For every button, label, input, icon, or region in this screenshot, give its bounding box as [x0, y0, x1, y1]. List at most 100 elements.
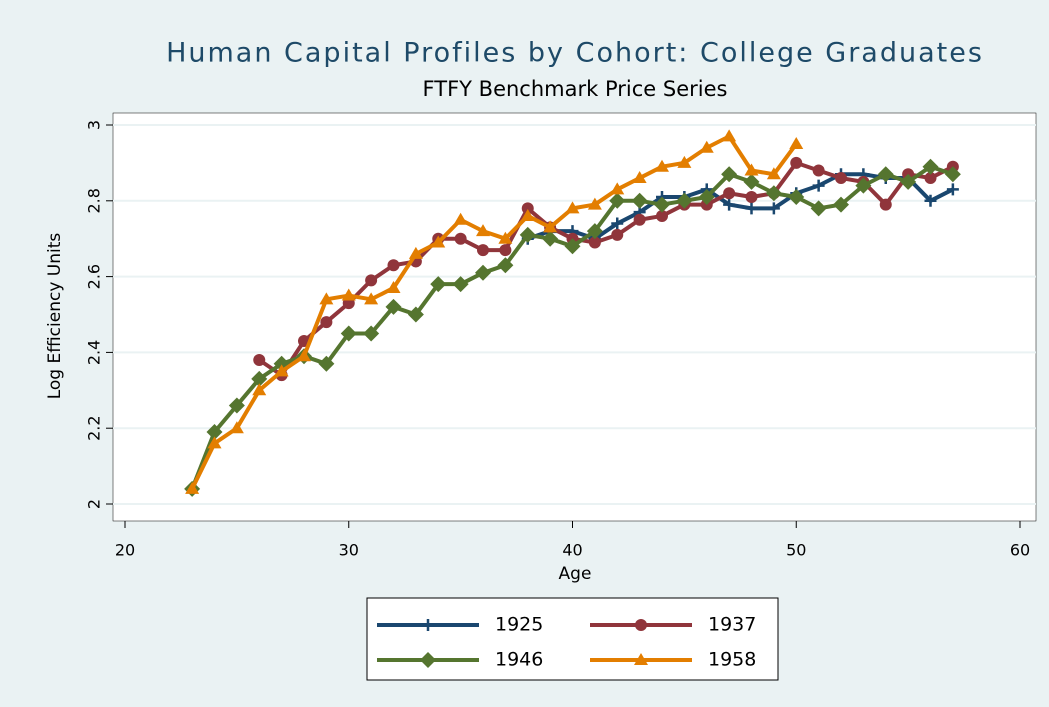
data-point	[723, 198, 736, 211]
data-point	[744, 163, 759, 176]
chart-subtitle: FTFY Benchmark Price Series	[423, 77, 728, 101]
y-tick-label: 2.2	[85, 415, 104, 440]
data-point	[631, 192, 648, 209]
data-point	[723, 187, 736, 200]
data-point	[789, 136, 804, 149]
data-point	[722, 129, 737, 142]
series-line	[190, 134, 798, 490]
legend-label: 1937	[708, 614, 756, 636]
data-point	[229, 421, 244, 434]
data-point	[745, 202, 758, 215]
data-point	[206, 423, 223, 440]
legend-marker	[422, 619, 434, 631]
data-point	[588, 236, 601, 249]
data-point	[207, 436, 222, 449]
y-tick-label: 2.8	[85, 188, 104, 213]
y-tick-label: 2.4	[85, 340, 104, 365]
data-point	[676, 192, 693, 209]
data-point	[408, 246, 423, 259]
y-tick-label: 2.6	[85, 264, 104, 289]
data-point	[387, 259, 400, 272]
data-point	[365, 274, 378, 287]
x-tick-label: 50	[786, 541, 806, 560]
data-point	[252, 383, 267, 396]
data-point	[386, 280, 401, 293]
data-point	[320, 316, 333, 329]
data-point	[564, 238, 581, 255]
legend-marker	[635, 619, 647, 631]
legend-label: 1925	[495, 614, 543, 636]
data-point	[297, 349, 311, 362]
data-point	[766, 167, 781, 180]
plot-area	[112, 112, 1037, 522]
data-point	[521, 202, 534, 215]
data-point	[654, 196, 670, 213]
legend-marker	[634, 653, 648, 665]
data-point	[765, 185, 782, 202]
data-point	[543, 220, 558, 233]
y-tick-label: 2	[85, 499, 104, 509]
data-point	[454, 232, 467, 245]
data-point	[318, 355, 335, 372]
data-point	[924, 194, 937, 207]
data-point	[228, 397, 245, 414]
chart-title: Human Capital Profiles by Cohort: Colleg…	[166, 38, 984, 69]
data-point	[611, 217, 624, 230]
data-point	[677, 155, 692, 168]
data-point	[475, 264, 491, 281]
data-point	[431, 235, 446, 248]
data-point	[855, 177, 872, 194]
data-point	[364, 292, 379, 305]
data-point	[452, 276, 469, 293]
data-point	[745, 191, 758, 204]
data-point	[656, 209, 668, 222]
data-point	[453, 212, 468, 225]
data-point	[877, 166, 894, 183]
data-point	[477, 244, 489, 257]
data-point	[565, 201, 580, 214]
legend-box	[366, 597, 779, 681]
data-point	[499, 244, 512, 257]
data-point	[767, 202, 780, 215]
data-point	[609, 192, 626, 209]
legend-label: 1946	[495, 649, 543, 671]
data-point	[498, 231, 513, 244]
x-tick-label: 60	[1010, 541, 1030, 560]
data-point	[633, 213, 646, 226]
data-point	[879, 198, 892, 211]
data-point	[924, 172, 937, 185]
data-point	[185, 481, 200, 494]
data-point	[274, 364, 289, 377]
data-point	[699, 140, 714, 153]
data-point	[721, 166, 738, 183]
data-point	[900, 173, 917, 190]
data-point	[835, 172, 847, 185]
data-point	[385, 298, 402, 315]
data-point	[743, 173, 760, 190]
data-point	[251, 370, 268, 387]
data-point	[519, 226, 536, 243]
data-point	[790, 156, 803, 169]
y-tick-label: 3	[85, 120, 104, 130]
legend-label: 1958	[708, 649, 756, 671]
data-point	[632, 171, 647, 184]
data-point	[520, 208, 535, 221]
data-point	[610, 182, 625, 195]
data-point	[812, 179, 825, 192]
x-axis-label: Age	[559, 564, 592, 584]
y-axis-label: Log Efficiency Units	[45, 233, 65, 400]
data-point	[810, 200, 827, 217]
data-point	[698, 189, 715, 206]
data-point	[340, 325, 357, 342]
data-point	[586, 223, 603, 240]
x-tick-label: 30	[339, 541, 359, 560]
data-point	[253, 353, 266, 366]
data-point	[812, 164, 825, 177]
data-point	[655, 159, 669, 172]
legend-marker	[420, 652, 436, 668]
data-point	[788, 189, 805, 206]
data-point	[611, 228, 624, 241]
data-point	[430, 276, 447, 293]
data-point	[946, 183, 959, 196]
